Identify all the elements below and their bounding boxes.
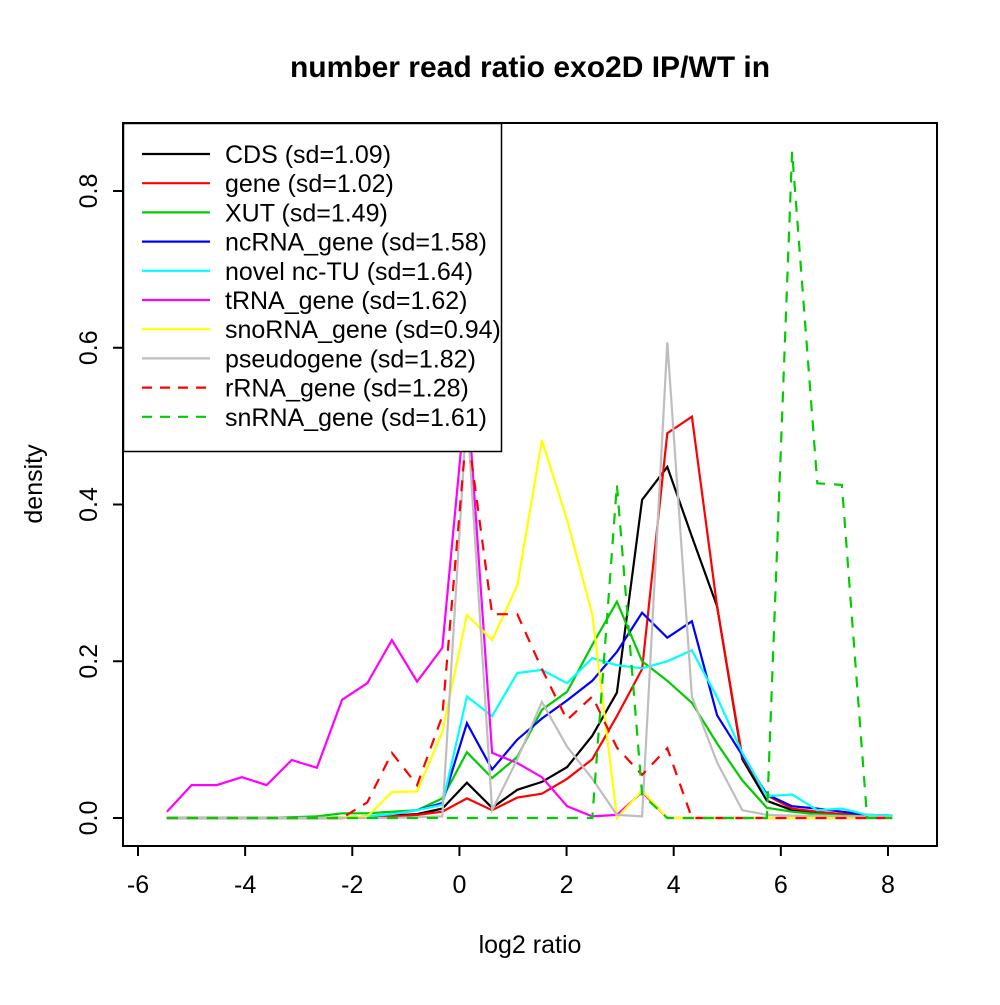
y-tick-label: 0.8 xyxy=(75,174,103,209)
x-tick-label: 4 xyxy=(667,871,681,899)
legend-label-cds: CDS (sd=1.09) xyxy=(225,141,391,169)
line-gene xyxy=(166,414,893,820)
y-tick-label: 0.4 xyxy=(75,487,103,522)
legend-label-rrna-gene: rRNA_gene (sd=1.28) xyxy=(225,375,469,403)
line-rrna-gene xyxy=(166,425,893,820)
plot-frame xyxy=(122,122,938,847)
axes-layer: -6 -4 -2 0 2 4 6 8 0.0 0.2 0.4 0.6 0.8 xyxy=(75,174,895,899)
legend-label-snorna-gene: snoRNA_gene (sd=0.94) xyxy=(225,316,501,344)
x-tick-label: -2 xyxy=(341,871,363,899)
x-tick-label: -4 xyxy=(234,871,256,899)
legend-label-gene: gene (sd=1.02) xyxy=(225,170,394,198)
legend-label-novel-nc-tu: novel nc-TU (sd=1.64) xyxy=(225,258,473,286)
legend-label-trna-gene: tRNA_gene (sd=1.62) xyxy=(225,287,468,315)
x-tick-label: 0 xyxy=(452,871,466,899)
legend-label-xut: XUT (sd=1.49) xyxy=(225,199,388,227)
legend: CDS (sd=1.09)gene (sd=1.02)XUT (sd=1.49)… xyxy=(122,122,503,453)
legend-label-snrna-gene: snRNA_gene (sd=1.61) xyxy=(225,404,487,432)
x-tick-label: 8 xyxy=(881,871,895,899)
x-tick-label: 6 xyxy=(774,871,788,899)
legend-label-pseudogene: pseudogene (sd=1.82) xyxy=(225,345,476,373)
line-cds xyxy=(166,464,893,820)
legend-label-ncrna-gene: ncRNA_gene (sd=1.58) xyxy=(225,229,487,257)
line-snorna-gene xyxy=(166,439,893,821)
y-axis-title: density xyxy=(20,444,48,524)
curves-layer xyxy=(166,151,893,821)
plot-title: number read ratio exo2D IP/WT in xyxy=(290,51,770,84)
y-tick-label: 0.0 xyxy=(75,801,103,836)
x-tick-label: 2 xyxy=(560,871,574,899)
y-tick-label: 0.6 xyxy=(75,330,103,365)
line-snrna-gene xyxy=(166,151,893,820)
x-axis-title: log2 ratio xyxy=(479,931,582,959)
x-tick-label: -6 xyxy=(127,871,149,899)
legend-box xyxy=(122,122,503,453)
line-ncrna-gene xyxy=(166,610,893,820)
y-tick-label: 0.2 xyxy=(75,644,103,679)
